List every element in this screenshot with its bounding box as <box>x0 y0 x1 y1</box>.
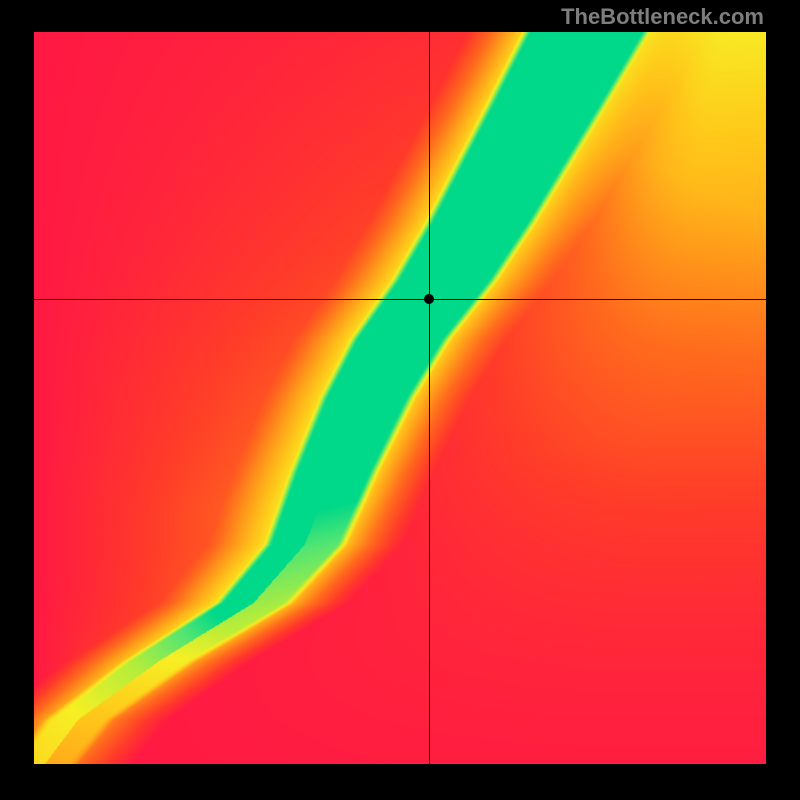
crosshair-horizontal <box>34 299 766 300</box>
heatmap-canvas <box>34 32 766 764</box>
watermark-text: TheBottleneck.com <box>561 4 764 30</box>
heatmap-plot-area <box>34 32 766 764</box>
crosshair-vertical <box>429 32 430 764</box>
marker-point <box>424 294 434 304</box>
